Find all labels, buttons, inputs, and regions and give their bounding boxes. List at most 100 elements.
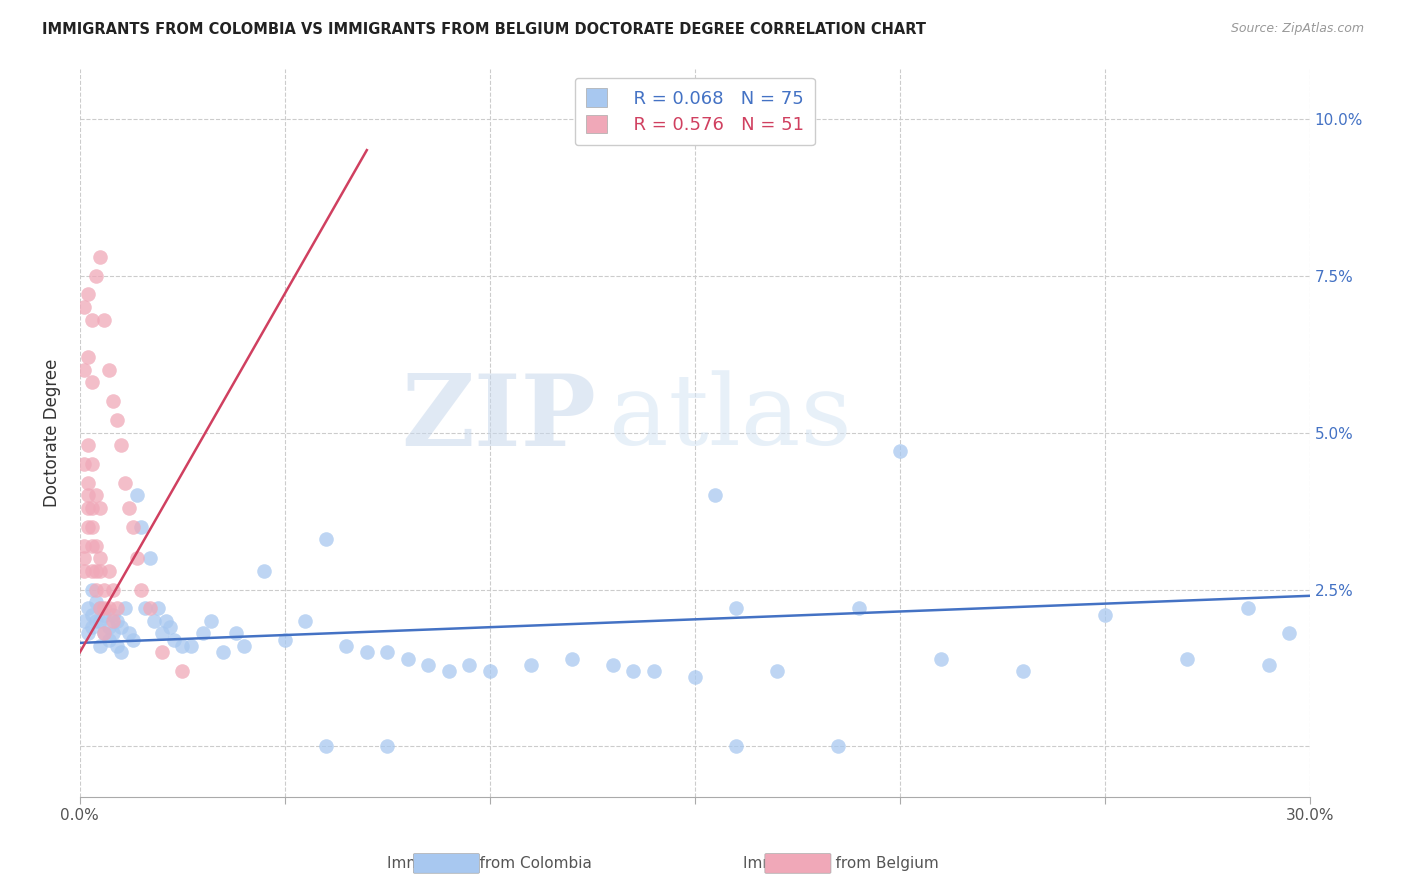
Point bbox=[1278, 626, 1301, 640]
Point bbox=[274, 632, 297, 647]
Point bbox=[848, 601, 870, 615]
Point bbox=[93, 601, 115, 615]
Point bbox=[418, 657, 440, 672]
Text: Immigrants from Colombia: Immigrants from Colombia bbox=[387, 856, 592, 871]
Point bbox=[150, 626, 173, 640]
Point bbox=[724, 601, 747, 615]
Point bbox=[97, 620, 120, 634]
Point bbox=[73, 539, 96, 553]
Point bbox=[131, 520, 153, 534]
Point bbox=[520, 657, 543, 672]
Point bbox=[93, 312, 115, 326]
Point bbox=[77, 601, 100, 615]
Point bbox=[77, 488, 100, 502]
Point bbox=[105, 413, 128, 427]
Point bbox=[765, 664, 787, 678]
Point bbox=[77, 287, 100, 301]
Point bbox=[232, 639, 254, 653]
Point bbox=[724, 739, 747, 754]
Point bbox=[82, 457, 104, 471]
Point bbox=[134, 601, 156, 615]
Point bbox=[159, 620, 181, 634]
Point bbox=[101, 582, 124, 597]
Point bbox=[356, 645, 378, 659]
Point bbox=[150, 645, 173, 659]
Point bbox=[131, 582, 153, 597]
Text: Source: ZipAtlas.com: Source: ZipAtlas.com bbox=[1230, 22, 1364, 36]
Point bbox=[89, 250, 111, 264]
Point bbox=[1237, 601, 1260, 615]
Point bbox=[105, 614, 128, 628]
Point bbox=[114, 601, 136, 615]
Point bbox=[105, 601, 128, 615]
Point bbox=[1175, 651, 1198, 665]
Point bbox=[253, 564, 276, 578]
Point bbox=[89, 639, 111, 653]
Point bbox=[105, 639, 128, 653]
Point bbox=[172, 664, 194, 678]
Point bbox=[84, 582, 107, 597]
Point bbox=[84, 614, 107, 628]
Point bbox=[929, 651, 952, 665]
Point bbox=[77, 500, 100, 515]
Point bbox=[437, 664, 460, 678]
Point bbox=[89, 614, 111, 628]
Point bbox=[315, 739, 337, 754]
Point bbox=[643, 664, 665, 678]
Point bbox=[396, 651, 419, 665]
Point bbox=[180, 639, 202, 653]
Point bbox=[84, 268, 107, 283]
Point bbox=[621, 664, 644, 678]
Point bbox=[89, 551, 111, 566]
Point bbox=[827, 739, 849, 754]
Point bbox=[97, 363, 120, 377]
Point bbox=[294, 614, 316, 628]
Point bbox=[191, 626, 214, 640]
Point bbox=[375, 739, 398, 754]
Point bbox=[335, 639, 357, 653]
Point bbox=[375, 645, 398, 659]
Point bbox=[114, 475, 136, 490]
Point bbox=[458, 657, 481, 672]
Point bbox=[77, 520, 100, 534]
Point bbox=[89, 601, 111, 615]
Point bbox=[110, 438, 132, 452]
Point bbox=[155, 614, 177, 628]
Point bbox=[84, 595, 107, 609]
Point bbox=[142, 614, 165, 628]
Point bbox=[200, 614, 222, 628]
Text: Immigrants from Belgium: Immigrants from Belgium bbox=[742, 856, 939, 871]
Point bbox=[82, 607, 104, 622]
Point bbox=[89, 500, 111, 515]
Point bbox=[89, 564, 111, 578]
Point bbox=[82, 582, 104, 597]
Legend:   R = 0.068   N = 75,   R = 0.576   N = 51: R = 0.068 N = 75, R = 0.576 N = 51 bbox=[575, 78, 814, 145]
Point bbox=[82, 520, 104, 534]
Point bbox=[602, 657, 624, 672]
Point bbox=[225, 626, 247, 640]
Point bbox=[73, 551, 96, 566]
Point bbox=[127, 551, 149, 566]
Point bbox=[118, 500, 141, 515]
Point bbox=[478, 664, 501, 678]
Point bbox=[118, 626, 141, 640]
Text: atlas: atlas bbox=[609, 370, 852, 466]
Point bbox=[704, 488, 727, 502]
Point bbox=[82, 500, 104, 515]
Point bbox=[82, 312, 104, 326]
Point bbox=[84, 488, 107, 502]
Point bbox=[77, 351, 100, 365]
Point bbox=[683, 670, 706, 684]
Point bbox=[73, 457, 96, 471]
Point bbox=[561, 651, 583, 665]
Point bbox=[73, 564, 96, 578]
Text: IMMIGRANTS FROM COLOMBIA VS IMMIGRANTS FROM BELGIUM DOCTORATE DEGREE CORRELATION: IMMIGRANTS FROM COLOMBIA VS IMMIGRANTS F… bbox=[42, 22, 927, 37]
Point bbox=[82, 376, 104, 390]
Point bbox=[138, 601, 160, 615]
Point bbox=[122, 632, 145, 647]
Point bbox=[110, 645, 132, 659]
Point bbox=[127, 488, 149, 502]
Point bbox=[101, 607, 124, 622]
Point bbox=[82, 539, 104, 553]
Point bbox=[82, 564, 104, 578]
